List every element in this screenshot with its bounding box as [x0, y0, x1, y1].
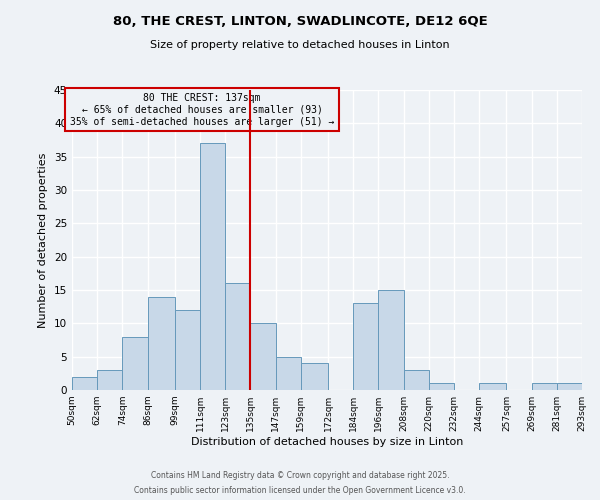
Bar: [379, 290, 404, 390]
Bar: [557, 384, 582, 390]
X-axis label: Distribution of detached houses by size in Linton: Distribution of detached houses by size …: [191, 437, 463, 447]
Bar: [301, 364, 328, 390]
Bar: [250, 324, 275, 390]
Text: Size of property relative to detached houses in Linton: Size of property relative to detached ho…: [150, 40, 450, 50]
Text: Contains HM Land Registry data © Crown copyright and database right 2025.: Contains HM Land Registry data © Crown c…: [151, 471, 449, 480]
Text: Contains public sector information licensed under the Open Government Licence v3: Contains public sector information licen…: [134, 486, 466, 495]
Bar: [148, 296, 175, 390]
Bar: [353, 304, 379, 390]
Bar: [404, 370, 429, 390]
Text: 80, THE CREST, LINTON, SWADLINCOTE, DE12 6QE: 80, THE CREST, LINTON, SWADLINCOTE, DE12…: [113, 15, 487, 28]
Bar: [479, 384, 506, 390]
Bar: [429, 384, 454, 390]
Bar: [97, 370, 122, 390]
Bar: [275, 356, 301, 390]
Y-axis label: Number of detached properties: Number of detached properties: [38, 152, 49, 328]
Bar: [532, 384, 557, 390]
Bar: [225, 284, 250, 390]
Bar: [122, 336, 148, 390]
Bar: [72, 376, 97, 390]
Bar: [200, 144, 225, 390]
Bar: [175, 310, 200, 390]
Text: 80 THE CREST: 137sqm
← 65% of detached houses are smaller (93)
35% of semi-detac: 80 THE CREST: 137sqm ← 65% of detached h…: [70, 94, 334, 126]
